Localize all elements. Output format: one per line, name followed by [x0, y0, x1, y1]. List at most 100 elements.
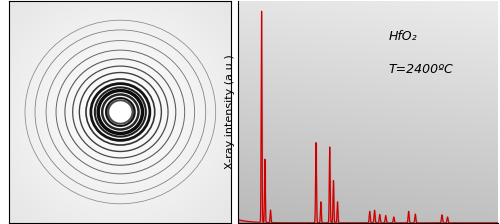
Circle shape [98, 89, 144, 135]
Circle shape [104, 95, 137, 129]
Circle shape [119, 110, 122, 114]
Circle shape [14, 6, 226, 218]
Circle shape [80, 71, 161, 153]
Circle shape [54, 45, 187, 179]
Circle shape [76, 68, 164, 156]
Circle shape [46, 37, 196, 187]
Circle shape [35, 27, 206, 197]
Circle shape [74, 66, 166, 158]
Circle shape [20, 11, 222, 213]
Circle shape [33, 24, 208, 200]
Circle shape [118, 110, 123, 114]
Circle shape [112, 104, 128, 120]
Circle shape [52, 43, 189, 181]
Circle shape [109, 100, 132, 124]
Circle shape [94, 85, 148, 139]
Circle shape [0, 0, 270, 224]
Circle shape [91, 83, 150, 141]
Circle shape [66, 58, 174, 166]
Circle shape [0, 0, 257, 224]
Circle shape [40, 32, 200, 192]
Circle shape [94, 86, 146, 138]
Circle shape [42, 34, 198, 190]
Circle shape [118, 110, 122, 114]
Circle shape [100, 91, 141, 133]
Circle shape [0, 0, 246, 224]
Circle shape [36, 28, 204, 196]
Circle shape [108, 100, 132, 124]
Circle shape [109, 101, 132, 123]
Circle shape [96, 88, 144, 136]
Circle shape [0, 0, 262, 224]
Circle shape [110, 102, 130, 122]
Circle shape [16, 8, 225, 216]
Circle shape [63, 55, 178, 169]
Circle shape [0, 0, 246, 224]
Circle shape [116, 108, 124, 116]
Circle shape [117, 109, 123, 115]
Circle shape [34, 26, 207, 198]
Circle shape [22, 14, 218, 210]
Circle shape [78, 69, 163, 155]
Circle shape [74, 65, 167, 159]
Circle shape [107, 99, 134, 125]
Circle shape [110, 102, 130, 122]
Circle shape [0, 0, 240, 224]
Circle shape [111, 103, 130, 121]
Circle shape [120, 111, 121, 113]
Circle shape [84, 75, 157, 149]
Circle shape [120, 111, 122, 113]
Circle shape [54, 46, 186, 178]
Circle shape [0, 0, 259, 224]
Circle shape [106, 97, 135, 127]
Circle shape [48, 40, 192, 184]
Circle shape [120, 111, 122, 113]
Circle shape [0, 0, 276, 224]
Circle shape [114, 106, 126, 118]
Circle shape [0, 0, 244, 224]
Circle shape [118, 110, 122, 114]
Circle shape [52, 44, 188, 180]
Circle shape [0, 0, 252, 224]
Circle shape [112, 104, 128, 120]
Circle shape [10, 2, 231, 222]
Circle shape [119, 111, 122, 113]
Circle shape [0, 0, 274, 224]
Circle shape [70, 62, 170, 162]
Circle shape [116, 107, 125, 117]
Circle shape [114, 106, 127, 118]
Circle shape [117, 109, 123, 115]
Circle shape [86, 78, 154, 146]
Circle shape [116, 108, 124, 116]
Circle shape [0, 0, 248, 224]
Circle shape [0, 0, 272, 224]
Circle shape [48, 39, 194, 185]
Circle shape [0, 0, 255, 224]
Circle shape [60, 52, 181, 172]
Circle shape [81, 72, 160, 152]
Circle shape [110, 102, 130, 122]
Circle shape [11, 3, 230, 221]
Circle shape [0, 0, 254, 224]
Circle shape [28, 20, 212, 204]
Circle shape [0, 0, 250, 224]
Circle shape [67, 59, 174, 165]
Circle shape [0, 0, 252, 224]
Circle shape [108, 99, 133, 125]
Circle shape [50, 41, 191, 183]
Circle shape [32, 24, 209, 200]
Circle shape [102, 93, 139, 131]
Circle shape [31, 22, 210, 202]
Circle shape [28, 19, 213, 205]
Circle shape [0, 0, 265, 224]
Circle shape [24, 16, 216, 208]
Circle shape [85, 77, 156, 147]
Circle shape [59, 51, 182, 173]
Circle shape [78, 70, 162, 154]
Circle shape [96, 87, 146, 137]
Circle shape [38, 30, 202, 194]
Circle shape [104, 96, 136, 128]
Y-axis label: X-ray intensity (a.u.): X-ray intensity (a.u.) [226, 55, 235, 169]
Circle shape [116, 108, 124, 116]
Circle shape [44, 35, 198, 189]
